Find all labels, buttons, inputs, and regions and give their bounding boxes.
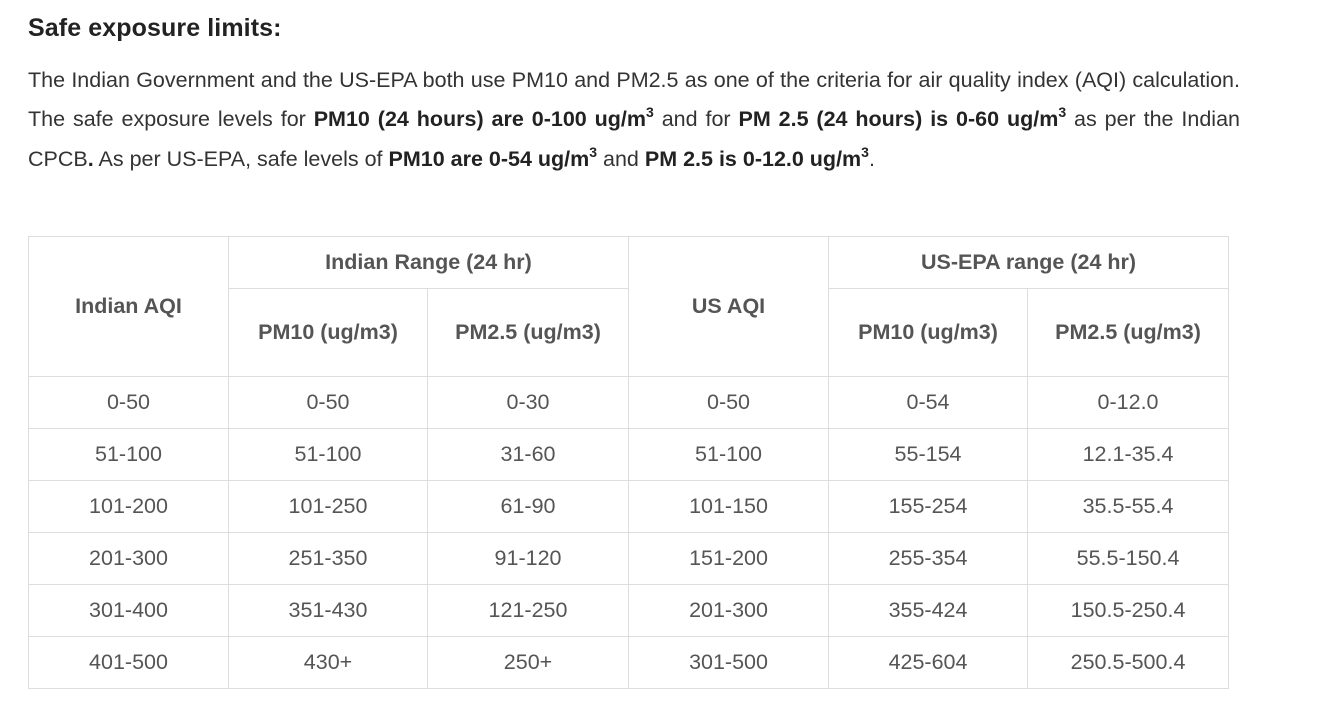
table-row: 0-50 0-50 0-30 0-50 0-54 0-12.0 bbox=[28, 376, 1230, 429]
header-us-range: US-EPA range (24 hr) bbox=[828, 236, 1230, 289]
cell-indian-aqi: 301-400 bbox=[28, 584, 229, 637]
table-row: 101-200 101-250 61-90 101-150 155-254 35… bbox=[28, 480, 1230, 533]
intro-bold: PM 2.5 is 0-12.0 ug/m bbox=[644, 146, 862, 171]
cell-us-pm25: 12.1-35.4 bbox=[1027, 428, 1230, 481]
intro-paragraph: The Indian Government and the US-EPA bot… bbox=[28, 61, 1240, 179]
cell-indian-aqi: 51-100 bbox=[28, 428, 229, 481]
cell-us-pm25: 0-12.0 bbox=[1027, 376, 1230, 429]
cell-us-pm10: 55-154 bbox=[828, 428, 1029, 481]
intro-bold: . bbox=[87, 146, 94, 171]
header-indian-pm25: PM2.5 (ug/m3) bbox=[426, 288, 630, 377]
intro-bold-sup-wrap: 3 bbox=[1058, 104, 1067, 131]
cell-indian-pm25: 91-120 bbox=[426, 532, 630, 585]
cell-us-pm10: 425-604 bbox=[828, 636, 1029, 689]
header-indian-pm10: PM10 (ug/m3) bbox=[228, 288, 428, 377]
superscript: 3 bbox=[589, 143, 598, 160]
cell-indian-pm25: 61-90 bbox=[426, 480, 630, 533]
table-row: 301-400 351-430 121-250 201-300 355-424 … bbox=[28, 584, 1230, 637]
intro-text: as per the Indian CPCB bbox=[28, 107, 1240, 171]
cell-indian-pm25: 0-30 bbox=[426, 376, 630, 429]
cell-us-pm10: 0-54 bbox=[828, 376, 1029, 429]
section-title: Safe exposure limits: bbox=[28, 14, 282, 42]
cell-indian-pm10: 351-430 bbox=[228, 584, 428, 637]
cell-indian-pm10: 51-100 bbox=[228, 428, 428, 481]
table-row: 401-500 430+ 250+ 301-500 425-604 250.5-… bbox=[28, 636, 1230, 689]
intro-bold-sup-wrap: 3 bbox=[589, 143, 598, 171]
cell-indian-aqi: 201-300 bbox=[28, 532, 229, 585]
cell-us-pm10: 155-254 bbox=[828, 480, 1029, 533]
cell-indian-aqi: 0-50 bbox=[28, 376, 229, 429]
cell-us-aqi: 301-500 bbox=[628, 636, 830, 689]
table-header-row: Indian AQI Indian Range (24 hr) US AQI U… bbox=[28, 236, 1230, 377]
intro-bold: PM10 (24 hours) are 0-100 ug/m bbox=[313, 107, 646, 132]
cell-us-pm25: 35.5-55.4 bbox=[1027, 480, 1230, 533]
superscript: 3 bbox=[646, 104, 654, 121]
cell-indian-pm25: 31-60 bbox=[426, 428, 630, 481]
superscript: 3 bbox=[861, 143, 869, 160]
cell-indian-pm25: 121-250 bbox=[426, 584, 630, 637]
cell-us-aqi: 0-50 bbox=[628, 376, 830, 429]
intro-bold: PM 2.5 (24 hours) is 0-60 ug/m bbox=[738, 107, 1059, 132]
intro-text: The Indian Government and the US-EPA bot… bbox=[28, 68, 1240, 132]
header-indian-range: Indian Range (24 hr) bbox=[227, 236, 630, 289]
header-us-pm10: PM10 (ug/m3) bbox=[828, 288, 1029, 377]
cell-us-pm25: 150.5-250.4 bbox=[1027, 584, 1230, 637]
cell-us-pm10: 355-424 bbox=[828, 584, 1029, 637]
superscript: 3 bbox=[1058, 104, 1067, 121]
cell-us-aqi: 151-200 bbox=[628, 532, 830, 585]
cell-us-pm10: 255-354 bbox=[828, 532, 1029, 585]
cell-us-aqi: 51-100 bbox=[628, 428, 830, 481]
cell-us-aqi: 201-300 bbox=[628, 584, 830, 637]
intro-bold-sup-wrap: 3 bbox=[861, 143, 869, 171]
intro-text: . bbox=[868, 146, 875, 171]
intro-text: and for bbox=[653, 107, 739, 132]
aqi-table: Indian AQI Indian Range (24 hr) US AQI U… bbox=[28, 236, 1230, 689]
cell-us-pm25: 55.5-150.4 bbox=[1027, 532, 1230, 585]
header-indian-aqi: Indian AQI bbox=[28, 236, 229, 377]
cell-us-pm25: 250.5-500.4 bbox=[1027, 636, 1230, 689]
cell-us-aqi: 101-150 bbox=[628, 480, 830, 533]
cell-indian-pm10: 0-50 bbox=[228, 376, 428, 429]
header-us-aqi: US AQI bbox=[628, 236, 830, 377]
intro-bold: PM10 are 0-54 ug/m bbox=[388, 146, 590, 171]
intro-text: As per US-EPA, safe levels of bbox=[93, 146, 389, 171]
cell-indian-pm10: 101-250 bbox=[228, 480, 428, 533]
intro-bold-sup-wrap: 3 bbox=[646, 104, 654, 131]
table-row: 51-100 51-100 31-60 51-100 55-154 12.1-3… bbox=[28, 428, 1230, 481]
table-row: 201-300 251-350 91-120 151-200 255-354 5… bbox=[28, 532, 1230, 585]
intro-text: and bbox=[597, 146, 645, 171]
cell-indian-aqi: 401-500 bbox=[28, 636, 229, 689]
header-us-pm25: PM2.5 (ug/m3) bbox=[1027, 288, 1230, 377]
table-subheader-row: PM10 (ug/m3) PM2.5 (ug/m3) PM10 (ug/m3) … bbox=[29, 288, 1230, 377]
cell-indian-pm10: 251-350 bbox=[228, 532, 428, 585]
cell-indian-pm10: 430+ bbox=[228, 636, 428, 689]
cell-indian-pm25: 250+ bbox=[426, 636, 630, 689]
cell-indian-aqi: 101-200 bbox=[28, 480, 229, 533]
